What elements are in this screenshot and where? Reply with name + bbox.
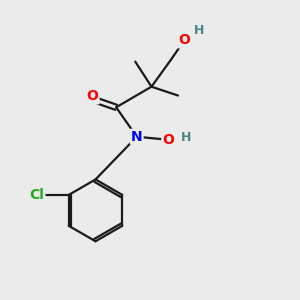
Text: Cl: Cl xyxy=(29,188,44,202)
Text: N: N xyxy=(131,130,142,144)
Text: H: H xyxy=(181,131,191,144)
Text: O: O xyxy=(178,34,190,47)
Text: H: H xyxy=(194,24,204,37)
Text: O: O xyxy=(87,89,98,103)
Text: O: O xyxy=(162,133,174,147)
